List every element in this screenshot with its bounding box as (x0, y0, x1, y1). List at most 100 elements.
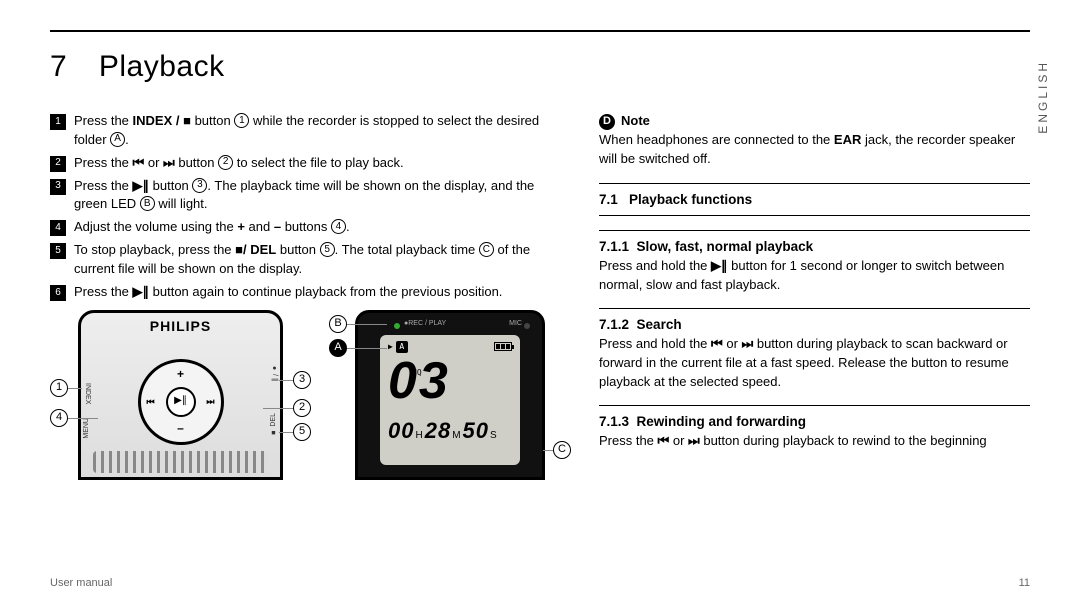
section-7-1: 7.1 Playback functions (599, 190, 1030, 210)
prev-icon: ⏮ (711, 336, 723, 351)
device-top-figure: PHILIPS INDEX MENU ● / ∥ ■ DEL + – ⏮ ⏭ ▶… (50, 310, 311, 480)
mic-hole (524, 323, 530, 329)
led-indicator (394, 323, 400, 329)
callout-3: 3 (293, 371, 311, 389)
section-rule (599, 183, 1030, 184)
callout-ref: 3 (192, 178, 207, 193)
section-rule (599, 405, 1030, 406)
prev-icon: ⏮ (147, 395, 155, 408)
page-number: 11 (1019, 577, 1030, 589)
folder-badge: A (396, 341, 408, 353)
callout-B: B (329, 315, 347, 333)
callout-ref: 1 (234, 113, 249, 128)
step-row: 5 To stop playback, press the ■/ DEL but… (50, 241, 571, 279)
step-badge: 5 (50, 243, 66, 259)
device-lcd-figure: ●REC / PLAY MIC ▶ A HQ 03 (329, 310, 571, 480)
callout-ref: A (110, 132, 125, 147)
control-ring: + – ⏮ ⏭ ▶∥ (138, 359, 224, 445)
hq-label: HQ (412, 367, 422, 379)
step-row: 6 Press the ▶∥ button again to continue … (50, 283, 571, 302)
stop-icon: ■ (235, 242, 243, 257)
section-7-1-2-body: Press and hold the ⏮ or ⏭ button during … (599, 335, 1030, 392)
step-row: 1 Press the INDEX / ■ button 1 while the… (50, 112, 571, 150)
plus-icon: + (177, 366, 184, 383)
callout-ref: 4 (331, 219, 346, 234)
section-7-1-1-body: Press and hold the ▶∥ button for 1 secon… (599, 257, 1030, 295)
step-row: 2 Press the ⏮ or ⏭ button 2 to select th… (50, 154, 571, 173)
play-pause-icon: ▶∥ (133, 178, 150, 193)
minus-icon: – (177, 420, 184, 437)
callout-1: 1 (50, 379, 68, 397)
section-7-1-2: 7.1.2 Search (599, 315, 1030, 335)
step-text: Press the INDEX / ■ button 1 while the r… (74, 112, 571, 150)
callout-ref: 2 (218, 155, 233, 170)
step-badge: 1 (50, 114, 66, 130)
top-rule (50, 30, 1030, 32)
callout-C: C (553, 441, 571, 459)
callout-ref: C (479, 242, 494, 257)
file-number: 03 (388, 355, 512, 407)
stop-icon: ■ (183, 113, 191, 128)
menu-label: MENU (82, 418, 92, 439)
figures: PHILIPS INDEX MENU ● / ∥ ■ DEL + – ⏮ ⏭ ▶… (50, 310, 571, 480)
callout-A: A (329, 339, 347, 357)
callout-4: 4 (50, 409, 68, 427)
prev-icon: ⏮ (658, 433, 670, 448)
play-pause-icon: ▶∥ (133, 284, 150, 299)
del-side-label: ■ DEL (269, 413, 279, 436)
footer: User manual 11 (50, 577, 1030, 589)
rec-side-label: ● / ∥ (269, 365, 279, 381)
step-row: 4 Adjust the volume using the + and – bu… (50, 218, 571, 237)
right-column: DNote When headphones are connected to t… (599, 112, 1030, 480)
note-heading: Note (621, 113, 650, 128)
step-badge: 3 (50, 179, 66, 195)
chapter-name: Playback (99, 50, 225, 83)
battery-icon (494, 342, 512, 351)
next-icon: ⏭ (742, 336, 754, 351)
step-text: To stop playback, press the ■/ DEL butto… (74, 241, 571, 279)
step-text: Press the ▶∥ button again to continue pl… (74, 283, 571, 302)
rec-play-label: ●REC / PLAY (404, 319, 446, 329)
speaker-grille (93, 451, 268, 473)
device-lcd: ●REC / PLAY MIC ▶ A HQ 03 (355, 310, 545, 480)
prev-icon: ⏮ (133, 155, 145, 170)
step-row: 3 Press the ▶∥ button 3. The playback ti… (50, 177, 571, 215)
callout-ref: B (140, 196, 155, 211)
chapter-number: 7 (50, 50, 90, 84)
section-rule (599, 215, 1030, 216)
index-label: INDEX (82, 383, 92, 404)
next-icon: ⏭ (163, 155, 175, 170)
note-icon: D (599, 114, 615, 130)
section-7-1-1: 7.1.1 Slow, fast, normal playback (599, 237, 1030, 257)
play-pause-icon: ▶∥ (166, 387, 196, 417)
step-badge: 2 (50, 156, 66, 172)
language-tab: ENGLISH (1036, 60, 1050, 134)
left-column: 1 Press the INDEX / ■ button 1 while the… (50, 112, 571, 480)
step-list: 1 Press the INDEX / ■ button 1 while the… (50, 112, 571, 302)
mic-label: MIC (509, 319, 522, 329)
next-icon: ⏭ (206, 395, 214, 408)
step-badge: 4 (50, 220, 66, 236)
step-text: Press the ▶∥ button 3. The playback time… (74, 177, 571, 215)
chapter-title: 7 Playback (50, 50, 1030, 84)
device-top: PHILIPS INDEX MENU ● / ∥ ■ DEL + – ⏮ ⏭ ▶… (78, 310, 283, 480)
callout-ref: 5 (320, 242, 335, 257)
lcd-status-row: ▶ A (388, 341, 512, 353)
lcd-screen: ▶ A HQ 03 00H28M50S (380, 335, 520, 465)
section-rule (599, 230, 1030, 231)
callout-5: 5 (293, 423, 311, 441)
play-indicator-icon: ▶ (388, 341, 393, 353)
step-badge: 6 (50, 285, 66, 301)
play-pause-icon: ▶∥ (711, 258, 728, 273)
section-rule (599, 308, 1030, 309)
step-text: Adjust the volume using the + and – butt… (74, 218, 571, 237)
note-block: DNote When headphones are connected to t… (599, 112, 1030, 169)
playback-time: 00H28M50S (388, 415, 512, 447)
brand-label: PHILIPS (81, 316, 280, 336)
step-text: Press the ⏮ or ⏭ button 2 to select the … (74, 154, 571, 173)
section-7-1-3: 7.1.3 Rewinding and forwarding (599, 412, 1030, 432)
footer-left: User manual (50, 577, 112, 589)
callout-2: 2 (293, 399, 311, 417)
next-icon: ⏭ (688, 433, 700, 448)
section-7-1-3-body: Press the ⏮ or ⏭ button during playback … (599, 432, 1030, 451)
